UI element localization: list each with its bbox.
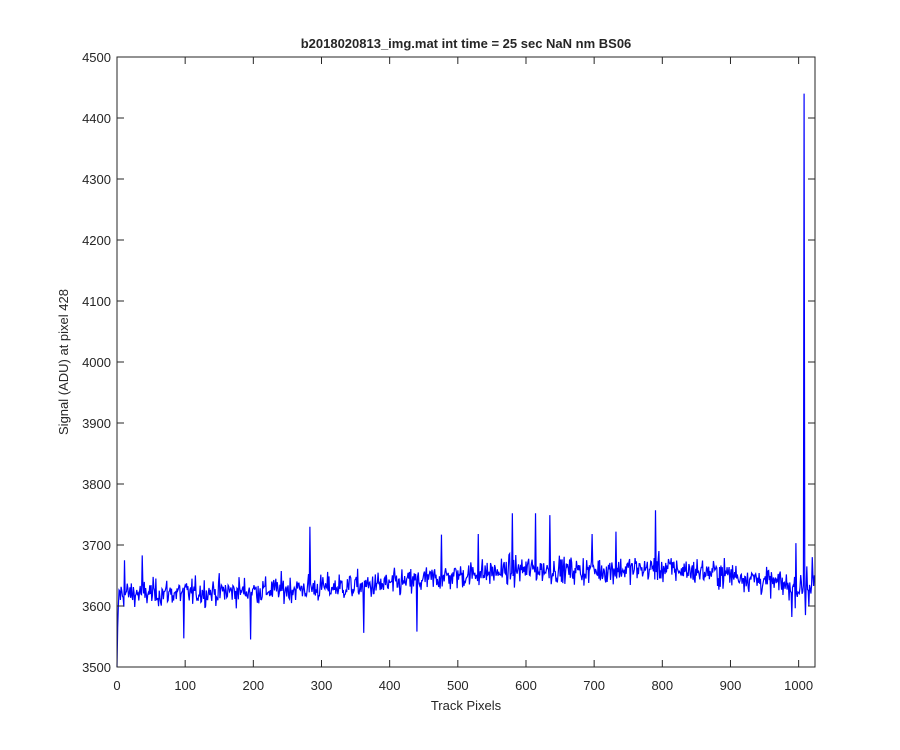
y-tick-label: 3500 — [82, 660, 111, 675]
x-tick-label: 0 — [113, 678, 120, 693]
y-tick-label: 4100 — [82, 294, 111, 309]
y-tick-label: 3800 — [82, 477, 111, 492]
signal-series-line — [116, 93, 815, 668]
x-tick-label: 700 — [583, 678, 605, 693]
y-tick-label: 3600 — [82, 599, 111, 614]
axes-box — [116, 56, 816, 668]
x-tick-label: 800 — [651, 678, 673, 693]
x-axis-label: Track Pixels — [431, 698, 502, 713]
y-axis-label: Signal (ADU) at pixel 428 — [56, 289, 71, 435]
x-tick-label: 900 — [720, 678, 742, 693]
y-tick-label: 3900 — [82, 416, 111, 431]
x-tick-label: 400 — [379, 678, 401, 693]
x-tick-label: 100 — [174, 678, 196, 693]
x-tick-label: 600 — [515, 678, 537, 693]
x-tick-label: 200 — [242, 678, 264, 693]
series-layer — [116, 93, 815, 668]
chart-title: b2018020813_img.mat int time = 25 sec Na… — [301, 36, 632, 51]
y-tick-label: 4200 — [82, 233, 111, 248]
y-tick-label: 4500 — [82, 50, 111, 65]
plot-area — [117, 57, 815, 667]
y-tick-label: 3700 — [82, 538, 111, 553]
y-tick-label: 4000 — [82, 355, 111, 370]
x-tick-label: 300 — [311, 678, 333, 693]
x-tick-label: 500 — [447, 678, 469, 693]
y-tick-label: 4300 — [82, 172, 111, 187]
tick-layer: 0 100 200 300 400 500 600 700 800 900 1000 3500 3600… — [82, 50, 815, 693]
x-tick-label: 1000 — [784, 678, 813, 693]
y-tick-label: 4400 — [82, 111, 111, 126]
